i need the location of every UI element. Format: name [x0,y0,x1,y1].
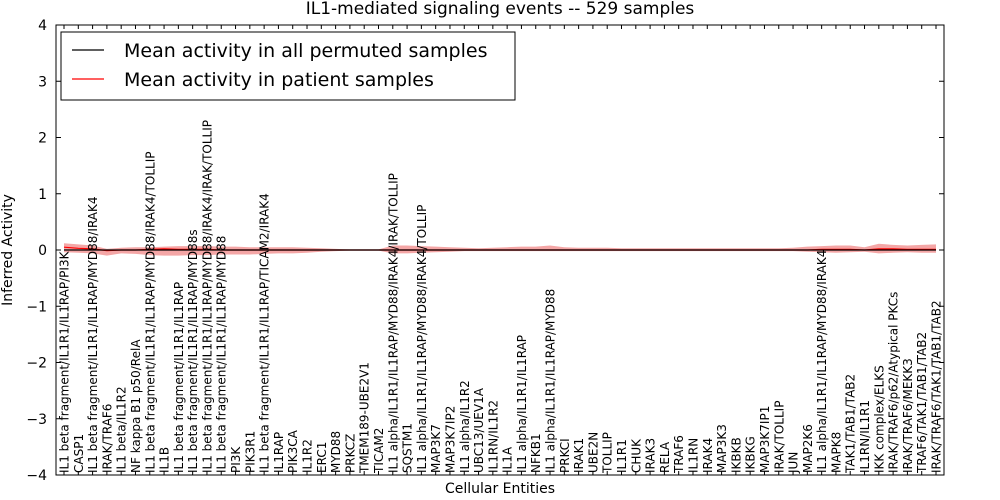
x-tick-label: MAPK8 [829,432,843,473]
y-tick-label: −4 [26,468,47,484]
y-tick-label: −1 [26,299,47,315]
x-tick-label: IL1 beta fragment/IL1R1/IL1RAP/MYD88s [186,229,200,473]
x-tick-label: IL1 alpha/IL1R1/IL1RAP [515,335,529,473]
x-tick-label: IL1 beta/IL1R2 [115,386,129,473]
x-tick-label: IL1 alpha/IL1R2 [458,380,472,473]
x-tick-label: IL1RN/IL1R2 [486,400,500,473]
x-tick-label: IRAK/TRAF6/TAK1/TAB1/TAB2 [930,300,944,473]
x-axis: IL1 beta fragment/IL1R1/IL1RAP/PI3K CASP1… [58,25,944,475]
x-tick-label: PRKCZ [343,434,357,473]
x-tick-label: TOLLIP [601,432,615,474]
x-tick-label: IL1 beta fragment/IL1R1/IL1RAP/MYD88/IRA… [143,152,157,473]
x-axis-label: Cellular Entities [445,481,555,497]
x-tick-label: MAP3K3 [715,424,729,473]
x-tick-label: IL1RN [687,438,701,473]
x-tick-label: IL1 alpha/IL1R1/IL1RAP/MYD88/IRAK4 [815,250,829,473]
x-tick-label: NFKB1 [529,433,543,473]
chart-title: IL1-mediated signaling events -- 529 sam… [306,0,695,19]
x-tick-label: PIK3CA [286,429,300,473]
x-tick-label: IRAK/TRAF6/p62/Atypical PKCs [887,292,901,473]
x-tick-label: PI3K [229,446,243,473]
x-tick-label: IRAK/TRAF6/MEKK3 [901,358,915,473]
x-tick-label: IL1R2 [301,439,315,473]
x-tick-label: MYD88 [329,431,343,473]
x-tick-label: IL1 alpha/IL1R1/IL1RAP/MYD88/IRAK4/IRAK/… [386,173,400,473]
x-tick-label: IL1 alpha/IL1R1/IL1RAP/MYD88/IRAK4/TOLLI… [415,205,429,473]
y-tick-label: 3 [38,74,47,90]
y-axis-label: Inferred Activity [0,194,16,306]
y-tick-label: 4 [38,18,47,34]
x-tick-label: IL1B [158,447,172,473]
x-tick-label: CASP1 [72,434,86,473]
x-tick-label: ERC1 [315,442,329,473]
x-tick-label: IRAK/TRAF6 [100,404,114,473]
x-tick-label: IRAK3 [644,438,658,473]
x-tick-label: IKBKG [744,436,758,473]
y-tick-label: −3 [26,412,47,428]
x-tick-label: PIK3R1 [243,431,257,473]
x-tick-label: IKK complex/ELKS [872,365,886,473]
x-tick-label: MAP3K7 [429,424,443,473]
y-axis: −4 −3 −2 −1 0 1 2 3 4 [26,18,944,484]
x-tick-label: IL1R1 [615,439,629,473]
legend: Mean activity in all permuted samples Me… [60,31,516,101]
x-tick-label: TMEM189-UBE2V1 [358,362,372,474]
series-line-layer [63,246,936,252]
x-tick-label: TRAF6 [672,435,686,474]
legend-label-permuted: Mean activity in all permuted samples [124,40,487,62]
x-tick-label: PRKCI [558,438,572,473]
x-tick-label: IKBKB [729,437,743,473]
x-tick-label: IL1 beta fragment/IL1R1/IL1RAP [172,282,186,473]
x-tick-label: IL1A [501,446,515,473]
y-tick-label: −2 [26,356,47,372]
x-tick-label: JUN [787,452,801,474]
x-tick-label: IL1 beta fragment/IL1R1/IL1RAP/MYD88/IRA… [201,120,215,473]
x-tick-label: IL1 beta fragment/IL1R1/IL1RAP/TICAM2/IR… [258,193,272,473]
x-tick-label: UBC13/UEV1A [472,387,486,473]
plot-frame [55,24,945,476]
x-tick-label: IL1 beta fragment/IL1R1/IL1RAP/MYD88 [215,236,229,473]
x-tick-label: RELA [658,441,672,473]
x-tick-label: IL1 alpha/IL1R1/IL1RAP/MYD88 [544,289,558,473]
x-tick-label: NF kappa B1 p50/RelA [129,339,143,473]
x-tick-label: IL1RN/IL1R1 [858,400,872,473]
y-tick-label: 2 [38,131,47,147]
x-tick-label: MAP3K7IP2 [444,406,458,473]
x-tick-label: UBE2N [586,432,600,473]
x-tick-label: TAK1/TAB1/TAB2 [844,374,858,474]
y-tick-label: 1 [38,187,47,203]
x-tick-label: SQSTM1 [401,423,415,473]
legend-box [60,31,516,101]
x-tick-label: MAP2K6 [801,424,815,473]
x-tick-label: MAP3K7IP1 [758,406,772,473]
x-tick-label: TICAM2 [372,428,386,474]
x-tick-label: IRAK4 [701,438,715,473]
x-tick-label: IRAK1 [572,438,586,473]
x-tick-label: IL1RAP [272,432,286,473]
x-tick-label: IL1 beta fragment/IL1R1/IL1RAP/MYD88/IRA… [86,196,100,473]
x-tick-label: IL1 beta fragment/IL1R1/IL1RAP/PI3K [58,250,72,473]
x-tick-label: TRAF6/TAK1/TAB1/TAB2 [915,332,929,474]
legend-label-patient: Mean activity in patient samples [124,69,434,91]
x-tick-label: IRAK/TOLLIP [772,401,786,473]
x-tick-label: CHUK [629,438,643,473]
y-tick-label: 0 [38,243,47,259]
